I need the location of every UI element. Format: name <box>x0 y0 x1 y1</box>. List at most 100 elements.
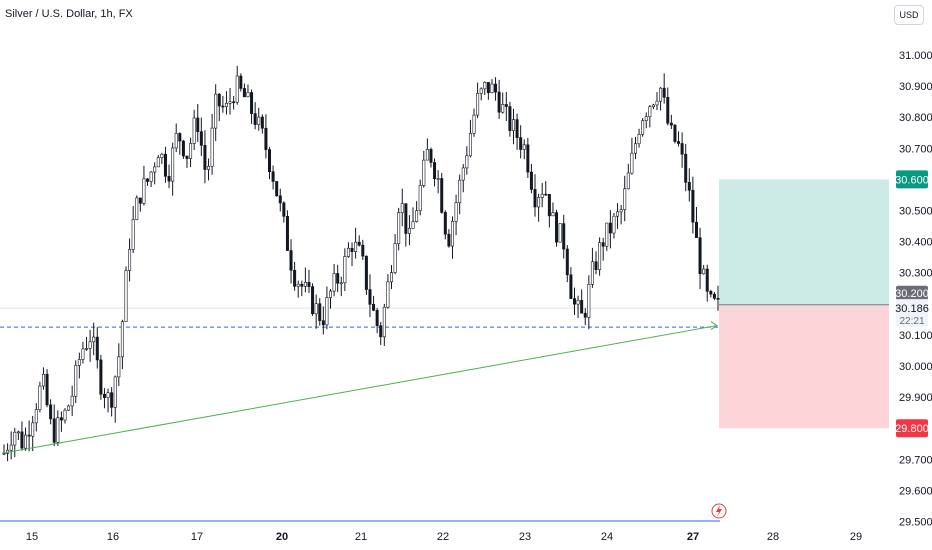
candle-body <box>662 87 666 98</box>
candle-body <box>691 189 695 223</box>
candle-body <box>314 303 318 315</box>
candle-body <box>709 290 713 295</box>
candle-body <box>268 149 272 173</box>
price-tick-label: 29.700 <box>899 454 932 466</box>
candle-body <box>321 320 325 326</box>
candle-body <box>106 392 110 398</box>
candle-body <box>569 274 573 299</box>
candle-body <box>275 181 279 197</box>
candle-body <box>433 162 437 180</box>
price-axis[interactable]: 31.000 30.900 30.800 30.700 30.500 30.400 30.3… <box>899 50 932 529</box>
candle-body <box>504 104 508 107</box>
time-axis[interactable]: 15 16 17 20 21 22 23 24 27 28 29 <box>26 531 862 543</box>
candle-body <box>85 348 89 350</box>
time-tick-label: 15 <box>26 531 38 543</box>
candle-body <box>547 193 551 217</box>
candle-body <box>9 444 13 451</box>
candle-body <box>605 222 609 247</box>
candle-body <box>41 373 45 387</box>
candle-body <box>224 103 228 107</box>
candle-body <box>594 261 598 270</box>
candle-body <box>415 210 419 222</box>
candle-body <box>253 113 257 125</box>
candle-body <box>199 131 203 146</box>
candle-body <box>422 159 426 186</box>
candle-body <box>228 101 232 104</box>
candle-body <box>472 114 476 134</box>
candle-body <box>637 134 641 145</box>
candle-body <box>296 283 300 287</box>
candle-body <box>633 143 637 154</box>
candle-body <box>67 405 71 411</box>
candle-body <box>88 341 92 349</box>
target-zone[interactable] <box>719 179 889 305</box>
candle-body <box>77 359 81 366</box>
candle-body <box>56 417 60 443</box>
candle-body <box>350 247 354 252</box>
trendline-arrowhead-icon <box>710 321 718 330</box>
candle-body <box>619 209 623 213</box>
candle-body <box>397 212 401 244</box>
candle-body <box>110 392 114 408</box>
price-tick-label: 30.300 <box>899 268 932 280</box>
candle-body <box>278 195 282 204</box>
candle-body <box>171 147 175 182</box>
candle-body <box>339 282 343 285</box>
candle-body <box>526 144 530 173</box>
candle-body <box>24 434 28 449</box>
candle-body <box>95 336 99 361</box>
candle-body <box>178 133 182 142</box>
candle-body <box>192 117 196 144</box>
candle-body <box>242 88 246 98</box>
candle-body <box>465 155 469 169</box>
candle-body <box>181 140 185 157</box>
candle-body <box>250 92 254 114</box>
candle-body <box>346 247 350 257</box>
events-lightning-icon[interactable] <box>711 503 727 519</box>
candle-body <box>31 422 35 437</box>
candle-body <box>540 193 544 198</box>
candle-body <box>716 297 720 300</box>
chart-title: Silver / U.S. Dollar, 1h, FX <box>5 8 133 20</box>
candle-body <box>508 106 512 131</box>
candle-body <box>49 404 53 420</box>
candle-body <box>551 212 555 217</box>
candle-body <box>214 93 218 129</box>
candle-body <box>271 171 275 182</box>
price-tick-label: 30.500 <box>899 206 932 218</box>
time-tick-label: 20 <box>276 531 288 543</box>
candle-body <box>529 171 533 190</box>
candle-body <box>210 127 214 167</box>
candle-body <box>447 233 451 247</box>
candle-body <box>163 153 167 177</box>
price-tick-label: 30.100 <box>899 330 932 342</box>
candle-body <box>476 93 480 116</box>
candle-body <box>443 212 447 235</box>
candle-body <box>601 242 605 247</box>
candle-body <box>562 223 566 250</box>
candle-body <box>372 304 376 311</box>
candle-body <box>329 290 333 298</box>
trendline[interactable] <box>2 325 718 454</box>
candle-body <box>598 242 602 270</box>
candle-body <box>572 298 576 305</box>
candle-body <box>149 171 153 182</box>
price-tick-label: 30.700 <box>899 143 932 155</box>
candle-body <box>120 321 124 358</box>
candle-body <box>580 300 584 314</box>
candle-body <box>38 385 42 410</box>
candle-body <box>555 212 559 243</box>
stop-zone[interactable] <box>719 304 889 429</box>
candle-body <box>167 175 171 182</box>
candle-body <box>189 143 193 159</box>
candle-body <box>174 133 178 149</box>
candle-body <box>558 223 562 243</box>
candle-body <box>677 141 681 144</box>
candle-body <box>533 189 537 208</box>
currency-button[interactable]: USD <box>894 5 924 25</box>
candle-body <box>138 197 142 204</box>
candle-body <box>501 104 505 113</box>
time-tick-label: 22 <box>437 531 449 543</box>
candle-body <box>669 122 673 126</box>
